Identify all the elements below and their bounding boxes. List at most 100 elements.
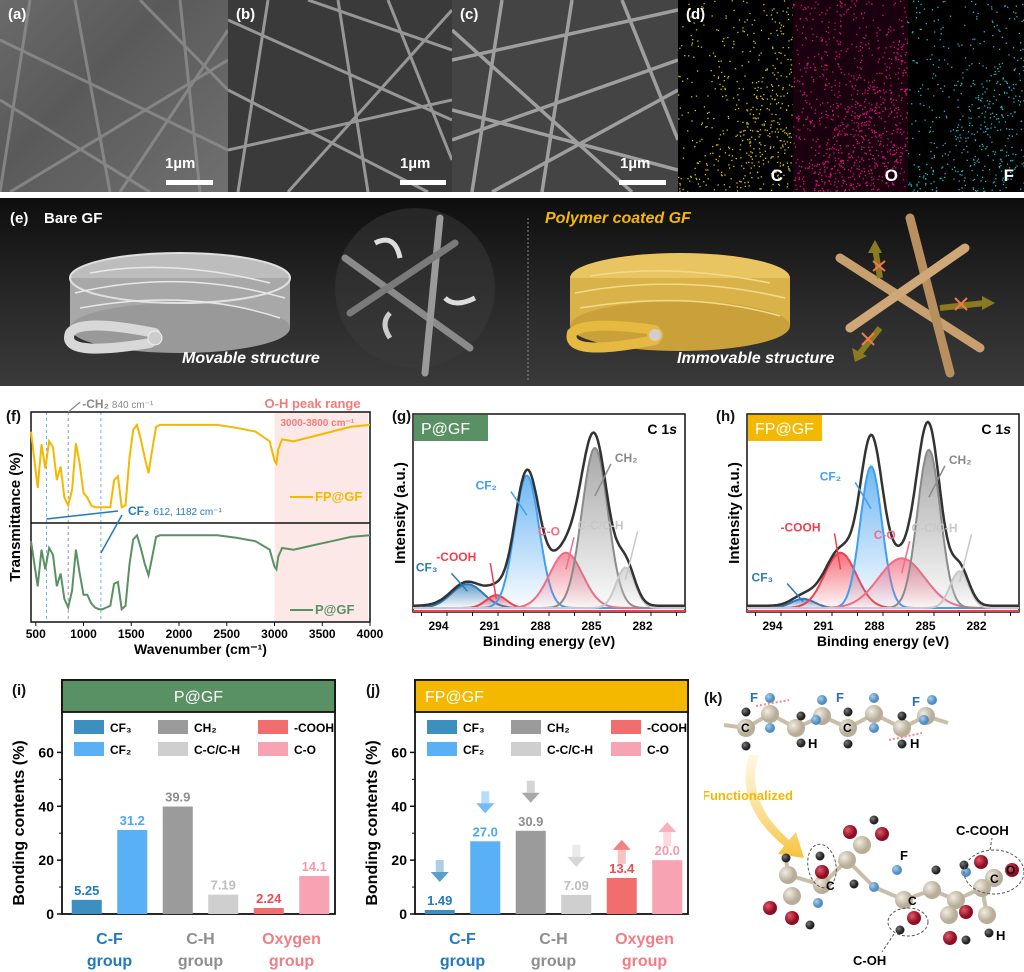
eds-dot (811, 28, 812, 29)
eds-dot (744, 130, 745, 131)
eds-dot (895, 56, 896, 57)
eds-dot (735, 109, 736, 110)
eds-dot (878, 112, 879, 113)
x-tick-label: 282 (966, 619, 986, 633)
eds-dot (806, 95, 807, 96)
eds-dot (969, 109, 970, 110)
eds-dot (862, 109, 863, 110)
eds-dot (692, 39, 693, 40)
x-tick-label: 294 (762, 619, 782, 633)
eds-dot (804, 7, 805, 8)
eds-dot (759, 136, 760, 137)
eds-dot (704, 106, 705, 107)
eds-dot (812, 120, 813, 121)
eds-dot (861, 60, 862, 61)
eds-dot (848, 9, 849, 10)
eds-dot (691, 44, 692, 45)
eds-dot (1016, 165, 1017, 166)
eds-dot (1001, 171, 1002, 172)
bar-value-label: 14.1 (302, 859, 327, 874)
eds-dot (761, 176, 762, 177)
eds-dot (878, 189, 879, 190)
eds-dot (711, 70, 712, 71)
eds-dot (720, 149, 721, 150)
eds-dot (940, 39, 941, 40)
eds-dot (945, 173, 946, 174)
eds-dot (888, 29, 889, 30)
ch2-arrow-icon (68, 402, 80, 412)
eds-dot (856, 34, 857, 35)
eds-dot (803, 177, 804, 178)
eds-dot (860, 62, 861, 63)
eds-dot (902, 46, 903, 47)
eds-dot (889, 150, 890, 151)
eds-dot (919, 12, 920, 13)
eds-dot (865, 135, 866, 136)
eds-dot (858, 123, 859, 124)
eds-dot (834, 184, 835, 185)
eds-dot (842, 122, 843, 123)
eds-dot (895, 3, 896, 4)
eds-dot (992, 151, 993, 152)
eds-dot (1000, 159, 1001, 160)
eds-dot (953, 159, 954, 160)
eds-dot (794, 81, 795, 82)
eds-dot (880, 91, 881, 92)
eds-dot (784, 130, 785, 131)
eds-dot (789, 137, 790, 138)
eds-dot (794, 78, 795, 79)
eds-dot (802, 112, 803, 113)
eds-dot (759, 113, 760, 114)
eds-dot (992, 113, 993, 114)
eds-dot (833, 104, 834, 105)
eds-dot (738, 108, 739, 109)
eds-dot (732, 149, 733, 150)
eds-dot (875, 110, 876, 111)
eds-dot (1012, 136, 1013, 137)
eds-dot (873, 20, 874, 21)
eds-dot (925, 178, 926, 179)
c-cooh-label: C-COOH (956, 823, 1009, 838)
eds-dot (765, 70, 766, 71)
eds-dot (943, 145, 944, 146)
eds-dot (831, 148, 832, 149)
eds-dot (779, 118, 780, 119)
eds-dot (868, 87, 869, 88)
eds-dot (684, 55, 685, 56)
eds-dot (799, 179, 800, 180)
eds-dot (769, 136, 770, 137)
eds-dot (716, 29, 717, 30)
eds-dot (863, 160, 864, 161)
eds-dot (818, 191, 819, 192)
eds-dot (874, 159, 875, 160)
eds-dot (862, 93, 863, 94)
eds-dot (873, 189, 874, 190)
eds-dot (898, 128, 899, 129)
pvdf-chain: F F F C C H H (724, 690, 948, 751)
bar-value-label: 31.2 (120, 813, 145, 828)
eds-dot (854, 122, 855, 123)
eds-dot (993, 103, 994, 104)
eds-dot (772, 86, 773, 87)
eds-dot (957, 127, 958, 128)
eds-dot (811, 8, 812, 9)
eds-dot (861, 13, 862, 14)
eds-dot (817, 4, 818, 5)
eds-dot (1021, 21, 1022, 22)
eds-dot (944, 1, 945, 2)
eds-dot (1001, 107, 1002, 108)
eds-dot (899, 68, 900, 69)
eds-dot (982, 144, 983, 145)
eds-dot (874, 86, 875, 87)
eds-dot (827, 10, 828, 11)
eds-dot (737, 190, 738, 191)
eds-dot (744, 175, 745, 176)
eds-dot (769, 133, 770, 134)
y-axis-label: Intensity (a.u.) (726, 462, 743, 564)
eds-dot (834, 29, 835, 30)
eds-dot (791, 72, 792, 73)
eds-dot (903, 179, 904, 180)
eds-dot (850, 177, 851, 178)
eds-dot (837, 5, 838, 6)
eds-dot (852, 187, 853, 188)
